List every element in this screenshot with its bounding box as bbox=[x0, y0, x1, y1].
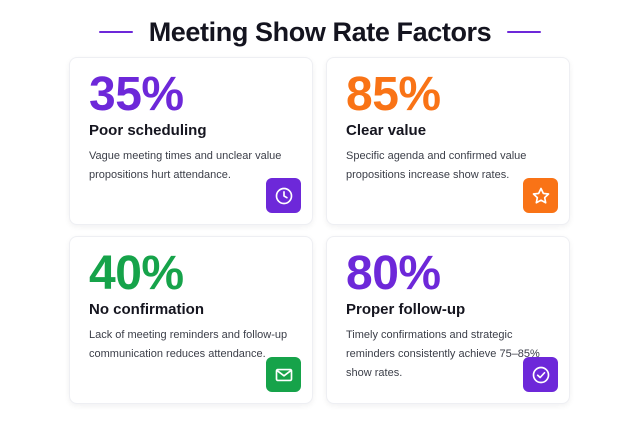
check-circle-icon bbox=[523, 357, 558, 392]
clock-icon bbox=[266, 178, 301, 213]
mail-icon bbox=[266, 357, 301, 392]
page-title: Meeting Show Rate Factors bbox=[148, 17, 492, 47]
factor-description: Vague meeting times and unclear value pr… bbox=[89, 150, 282, 181]
factor-card-poor-scheduling: 35% Poor scheduling Vague meeting times … bbox=[69, 57, 313, 225]
factor-label: Poor scheduling bbox=[89, 122, 207, 139]
stat-value: 40% bbox=[89, 247, 184, 300]
factor-label: No confirmation bbox=[89, 301, 204, 318]
header-rule-right bbox=[507, 31, 542, 33]
factor-description: Lack of meeting reminders and follow-up … bbox=[89, 329, 288, 360]
header-rule-left bbox=[98, 31, 133, 33]
header: Meeting Show Rate Factors bbox=[0, 14, 640, 50]
factor-card-proper-follow-up: 80% Proper follow-up Timely confirmation… bbox=[326, 236, 570, 404]
factor-card-clear-value: 85% Clear value Specific agenda and conf… bbox=[326, 57, 570, 225]
factor-description: Timely confirmations and strategic remin… bbox=[346, 329, 540, 379]
stat-value: 35% bbox=[89, 68, 184, 121]
factor-label: Proper follow-up bbox=[346, 301, 466, 318]
stat-value: 85% bbox=[346, 68, 441, 121]
stat-value: 80% bbox=[346, 247, 441, 300]
factor-description: Specific agenda and confirmed value prop… bbox=[346, 150, 527, 181]
factor-card-no-confirmation: 40% No confirmation Lack of meeting remi… bbox=[69, 236, 313, 404]
factor-label: Clear value bbox=[346, 122, 427, 139]
star-icon bbox=[523, 178, 558, 213]
